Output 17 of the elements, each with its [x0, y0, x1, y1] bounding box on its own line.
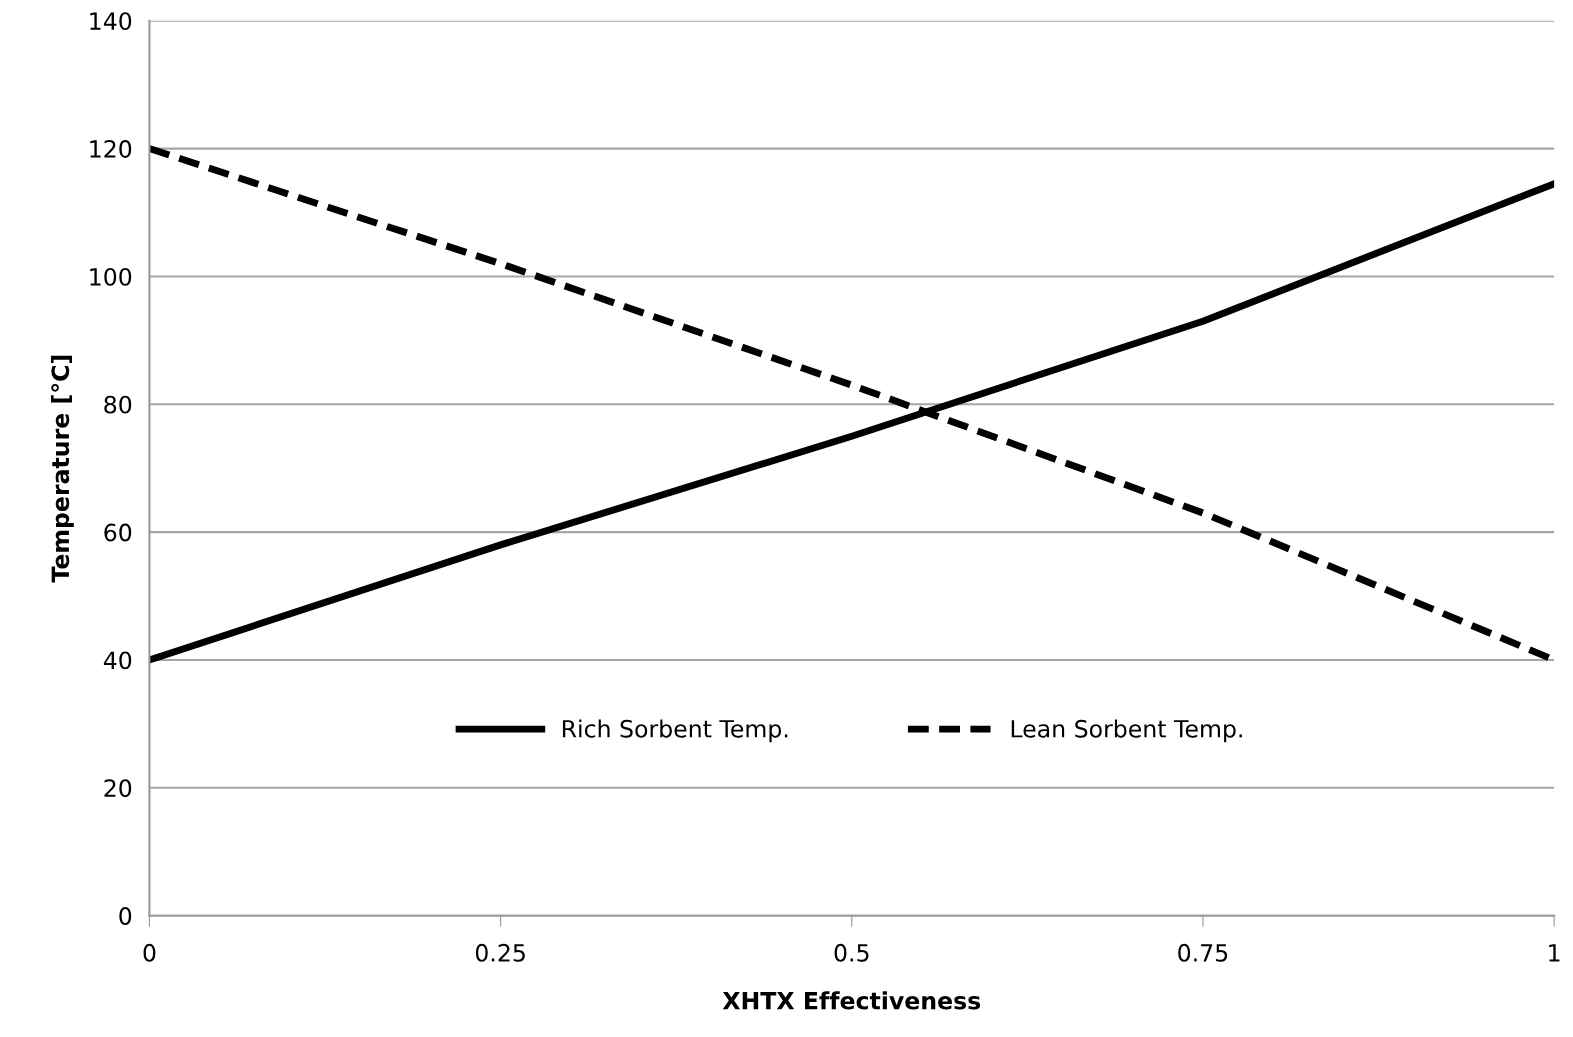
legend-label: Lean Sorbent Temp. — [1011, 719, 1242, 743]
y-tick-label: 100 — [90, 267, 132, 286]
x-tick-label: 0 — [143, 943, 156, 962]
x-tick-label: 0.75 — [1178, 943, 1228, 962]
y-axis-title: Temperature [°C] — [50, 355, 74, 583]
y-tick-label: 40 — [103, 651, 132, 670]
y-tick-label: 20 — [104, 779, 132, 798]
y-tick-label: 140 — [90, 12, 132, 31]
y-tick-label: 60 — [104, 523, 132, 542]
legend-label: Rich Sorbent Temp. — [562, 719, 788, 743]
y-tick-label: 120 — [90, 140, 132, 158]
x-tick-label: 1 — [1549, 944, 1560, 962]
x-axis-title: XHTX Effectiveness — [722, 991, 981, 1010]
y-tick-label: 0 — [119, 907, 132, 925]
x-tick-label: 0.25 — [475, 943, 525, 962]
x-tick-label: 0.5 — [834, 943, 869, 962]
y-tick-label: 80 — [104, 395, 132, 414]
